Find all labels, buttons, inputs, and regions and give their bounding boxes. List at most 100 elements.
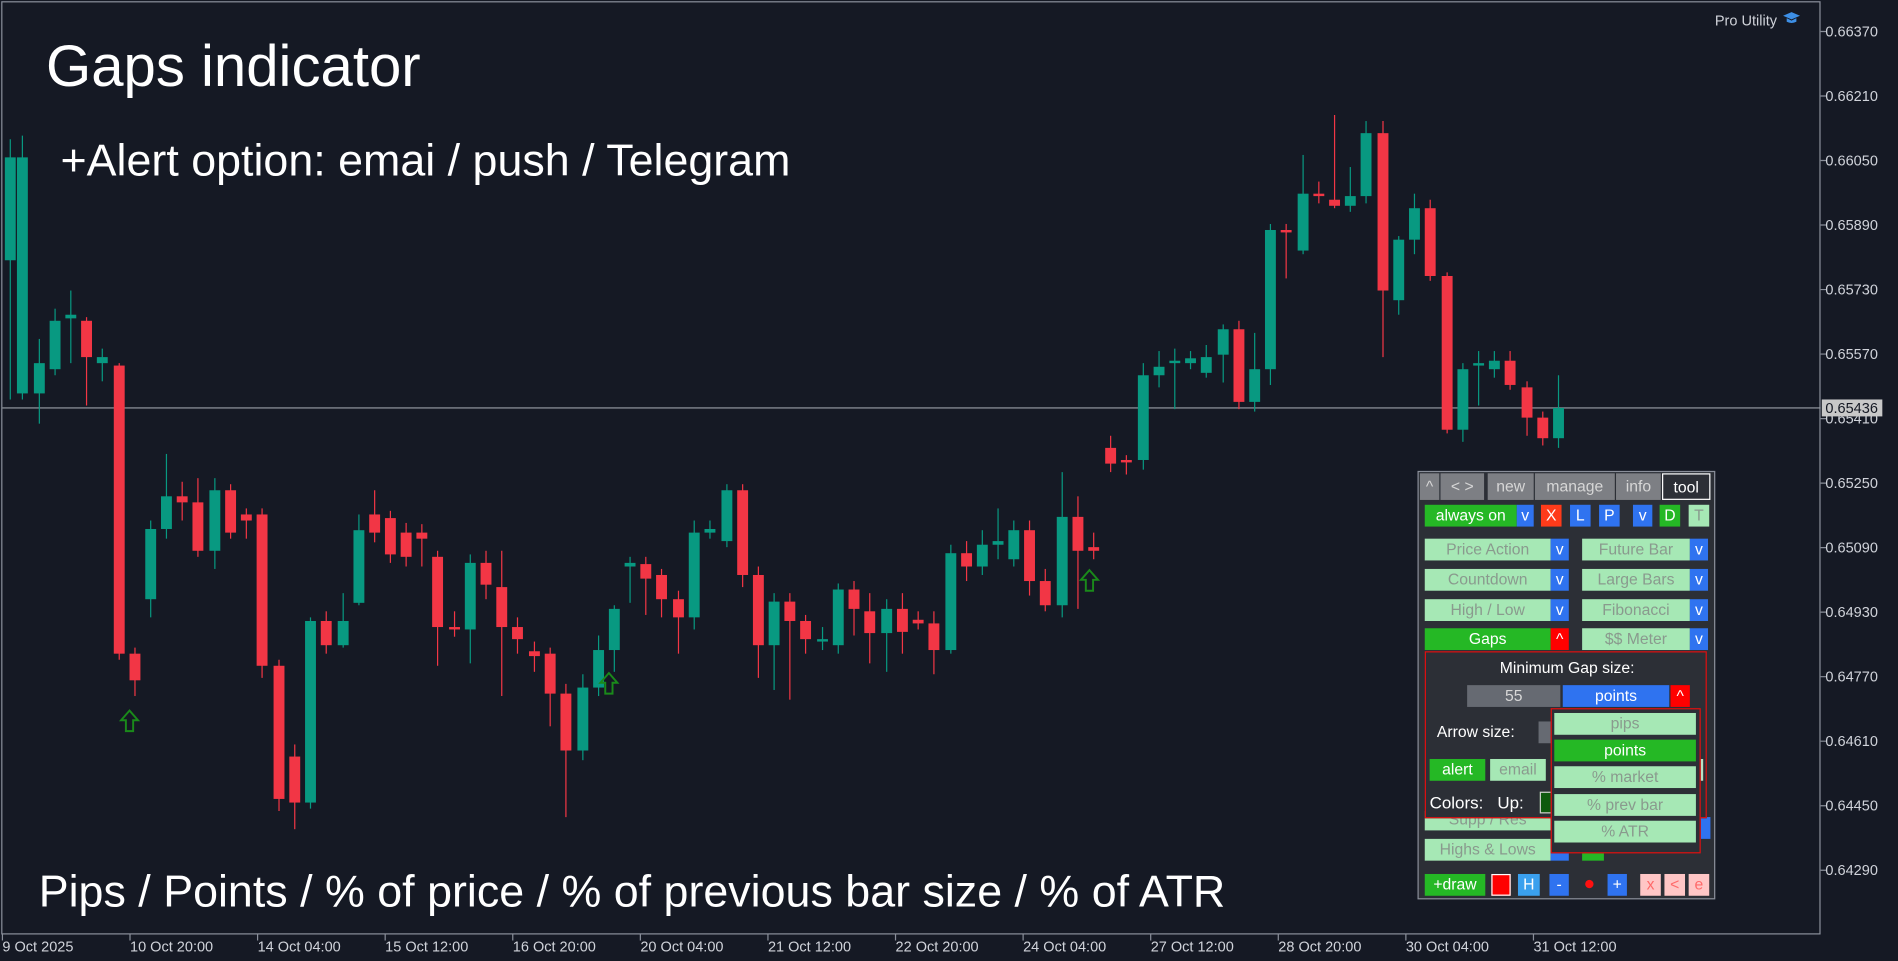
bearish-candle: [544, 653, 556, 694]
gap-up-arrow-icon: [1078, 568, 1101, 592]
color-swatch-red[interactable]: [1491, 873, 1511, 896]
tab-tool[interactable]: tool: [1662, 473, 1711, 500]
gap-unit-select[interactable]: points: [1562, 685, 1670, 707]
high-low-button[interactable]: High / Low: [1424, 599, 1551, 621]
unit-option-atr[interactable]: % ATR: [1554, 820, 1696, 843]
bullish-candle: [16, 157, 28, 394]
bullish-candle: [721, 490, 733, 542]
bearish-candle: [656, 574, 667, 600]
unit-option-market[interactable]: % market: [1554, 766, 1696, 789]
unit-option-pips[interactable]: pips: [1554, 712, 1696, 735]
price-action-dropdown[interactable]: v: [1550, 538, 1569, 561]
gap-size-input[interactable]: 55: [1467, 685, 1561, 707]
minus-button[interactable]: -: [1549, 873, 1569, 896]
fibonacci-button[interactable]: Fibonacci: [1582, 599, 1690, 621]
countdown-button[interactable]: Countdown: [1424, 568, 1551, 591]
future-bar-dropdown[interactable]: v: [1689, 538, 1709, 561]
highs-lows-toggle[interactable]: [1582, 849, 1604, 861]
always-on-dropdown[interactable]: v: [1516, 504, 1534, 527]
tab-collapse[interactable]: ^: [1419, 473, 1440, 500]
price-action-button[interactable]: Price Action: [1424, 538, 1551, 561]
unit-option-points[interactable]: points: [1554, 739, 1696, 762]
email-button[interactable]: email: [1490, 758, 1546, 781]
price-axis-label: 0.64930: [1825, 605, 1877, 621]
bearish-candle: [480, 562, 492, 585]
bearish-candle: [1313, 193, 1325, 197]
bullish-candle: [353, 530, 365, 603]
bullish-candle: [832, 589, 844, 646]
bullish-candle: [608, 608, 620, 651]
gap-up-arrow-icon: [118, 709, 141, 733]
bullish-candle: [768, 601, 780, 646]
money-meter-dropdown[interactable]: v: [1689, 628, 1709, 651]
brand-label: Pro Utility: [1715, 11, 1801, 29]
e-button[interactable]: e: [1688, 873, 1710, 896]
bearish-candle: [673, 599, 684, 618]
alert-button[interactable]: alert: [1429, 758, 1486, 781]
bearish-candle: [528, 651, 540, 657]
t-button[interactable]: T: [1688, 504, 1710, 527]
x-button[interactable]: x: [1640, 873, 1661, 896]
bearish-candle: [1424, 208, 1436, 276]
fibonacci-dropdown[interactable]: v: [1689, 599, 1709, 621]
draw-button[interactable]: +draw: [1424, 873, 1486, 896]
bearish-candle: [640, 564, 652, 579]
p-button[interactable]: P: [1599, 504, 1620, 527]
supp-res-dropdown[interactable]: [1700, 817, 1711, 839]
bearish-candle: [1504, 360, 1516, 385]
gap-up-arrow-icon: [598, 671, 620, 695]
close-x-button[interactable]: X: [1540, 504, 1562, 527]
countdown-dropdown[interactable]: v: [1550, 568, 1569, 591]
d-button[interactable]: D: [1659, 504, 1681, 527]
gaps-collapse-button[interactable]: ^: [1550, 628, 1569, 651]
money-meter-button[interactable]: $$ Meter: [1582, 628, 1690, 651]
chart-area[interactable]: [1, 1, 1821, 935]
bearish-candle: [1377, 133, 1389, 291]
high-low-dropdown[interactable]: v: [1550, 599, 1569, 621]
l-button[interactable]: L: [1570, 504, 1591, 527]
highs-lows-button[interactable]: Highs & Lows: [1424, 838, 1551, 861]
bullish-candle: [1409, 208, 1420, 240]
bullish-candle: [1473, 363, 1485, 366]
tab-manage[interactable]: manage: [1534, 473, 1615, 500]
bearish-candle: [1441, 275, 1453, 430]
bullish-candle: [1488, 360, 1500, 370]
time-axis-label: 30 Oct 04:00: [1406, 939, 1489, 955]
plus-button[interactable]: +: [1607, 873, 1627, 896]
bearish-candle: [113, 365, 125, 654]
bearish-candle: [1280, 229, 1292, 233]
always-on-button[interactable]: always on: [1424, 504, 1517, 527]
bearish-candle: [432, 556, 444, 628]
price-axis-label: 0.65250: [1825, 476, 1877, 492]
future-bar-button[interactable]: Future Bar: [1582, 538, 1690, 561]
bearish-candle: [400, 532, 412, 557]
price-axis-label: 0.65090: [1825, 540, 1877, 556]
unit-option-prev-bar[interactable]: % prev bar: [1554, 794, 1696, 816]
large-bars-button[interactable]: Large Bars: [1582, 568, 1690, 591]
bullish-candle: [688, 532, 700, 618]
highs-lows-dropdown[interactable]: [1550, 849, 1569, 861]
bearish-candle: [912, 619, 924, 624]
gaps-button[interactable]: Gaps: [1424, 628, 1551, 651]
back-button[interactable]: <: [1664, 873, 1686, 896]
time-axis-label: 28 Oct 20:00: [1278, 939, 1361, 955]
gap-unit-collapse[interactable]: ^: [1670, 685, 1690, 707]
bearish-candle: [1120, 459, 1132, 463]
tab-info[interactable]: info: [1616, 473, 1661, 500]
bearish-candle: [560, 693, 572, 751]
h-button[interactable]: H: [1517, 873, 1540, 896]
bearish-candle: [896, 608, 908, 632]
time-axis-label: 10 Oct 20:00: [130, 939, 213, 955]
bullish-candle: [96, 357, 108, 364]
tab-move[interactable]: < >: [1440, 473, 1485, 500]
bullish-candle: [33, 363, 45, 394]
arrow-size-input[interactable]: [1538, 721, 1554, 744]
large-bars-dropdown[interactable]: v: [1689, 568, 1709, 591]
tab-new[interactable]: new: [1487, 473, 1534, 500]
bearish-candle: [800, 620, 812, 640]
dropdown-v-button[interactable]: v: [1632, 504, 1653, 527]
record-dot-icon[interactable]: ●: [1583, 873, 1596, 895]
bullish-candle: [1553, 407, 1564, 439]
bearish-candle: [273, 665, 285, 799]
